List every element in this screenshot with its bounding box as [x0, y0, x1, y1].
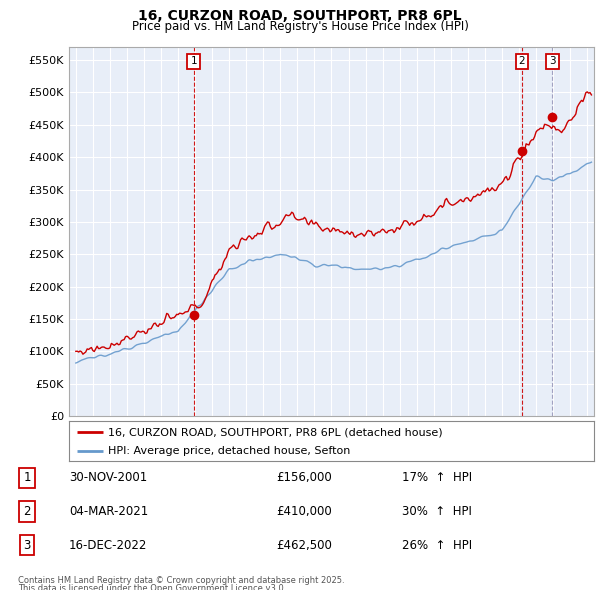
Text: 3: 3 [23, 539, 31, 552]
Text: HPI: Average price, detached house, Sefton: HPI: Average price, detached house, Seft… [109, 447, 351, 456]
Text: £410,000: £410,000 [276, 505, 332, 518]
Text: £156,000: £156,000 [276, 471, 332, 484]
Text: Price paid vs. HM Land Registry's House Price Index (HPI): Price paid vs. HM Land Registry's House … [131, 20, 469, 33]
Text: 2: 2 [518, 57, 525, 67]
Text: 30%  ↑  HPI: 30% ↑ HPI [402, 505, 472, 518]
Text: 17%  ↑  HPI: 17% ↑ HPI [402, 471, 472, 484]
Text: 16, CURZON ROAD, SOUTHPORT, PR8 6PL (detached house): 16, CURZON ROAD, SOUTHPORT, PR8 6PL (det… [109, 428, 443, 438]
Text: 1: 1 [190, 57, 197, 67]
Text: Contains HM Land Registry data © Crown copyright and database right 2025.: Contains HM Land Registry data © Crown c… [18, 576, 344, 585]
Text: This data is licensed under the Open Government Licence v3.0.: This data is licensed under the Open Gov… [18, 584, 286, 590]
Text: 04-MAR-2021: 04-MAR-2021 [69, 505, 148, 518]
Text: 26%  ↑  HPI: 26% ↑ HPI [402, 539, 472, 552]
Text: 3: 3 [549, 57, 556, 67]
Text: 16-DEC-2022: 16-DEC-2022 [69, 539, 148, 552]
Text: 30-NOV-2001: 30-NOV-2001 [69, 471, 147, 484]
Text: 16, CURZON ROAD, SOUTHPORT, PR8 6PL: 16, CURZON ROAD, SOUTHPORT, PR8 6PL [138, 9, 462, 23]
Text: £462,500: £462,500 [276, 539, 332, 552]
Text: 2: 2 [23, 505, 31, 518]
Text: 1: 1 [23, 471, 31, 484]
